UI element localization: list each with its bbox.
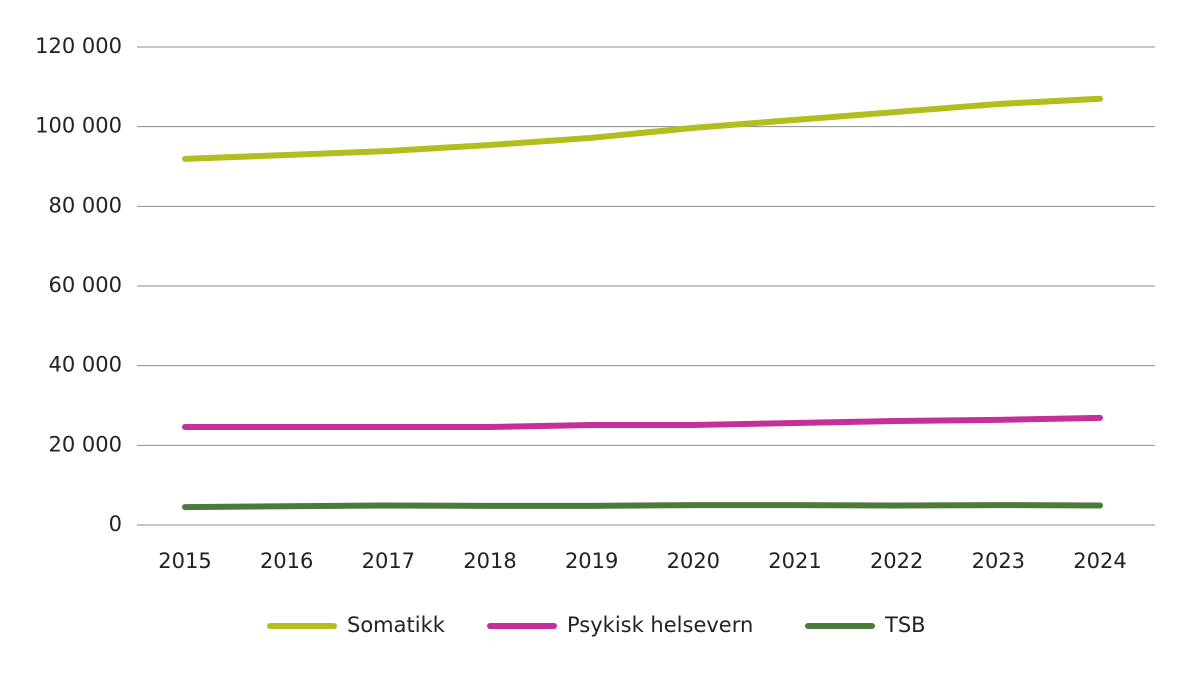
y-tick-label: 40 000 — [49, 353, 122, 377]
series-line — [182, 414, 1103, 431]
y-tick-label: 0 — [109, 512, 122, 536]
x-tick-label: 2018 — [463, 549, 516, 573]
x-tick-label: 2015 — [158, 549, 211, 573]
y-tick-label: 120 000 — [35, 34, 122, 58]
legend-label: Somatikk — [347, 613, 446, 637]
y-tick-label: 20 000 — [49, 432, 122, 456]
x-tick-label: 2021 — [768, 549, 821, 573]
x-tick-label: 2020 — [667, 549, 720, 573]
x-tick-label: 2019 — [565, 549, 618, 573]
series-line — [182, 502, 1103, 511]
x-tick-label: 2024 — [1073, 549, 1126, 573]
x-tick-label: 2016 — [260, 549, 313, 573]
y-tick-label: 80 000 — [49, 193, 122, 217]
x-tick-label: 2023 — [972, 549, 1025, 573]
y-tick-label: 60 000 — [49, 273, 122, 297]
y-tick-label: 100 000 — [35, 114, 122, 138]
legend-label: TSB — [884, 613, 926, 637]
x-tick-label: 2022 — [870, 549, 923, 573]
x-tick-label: 2017 — [362, 549, 415, 573]
series-line — [182, 95, 1103, 162]
legend-label: Psykisk helsevern — [567, 613, 753, 637]
